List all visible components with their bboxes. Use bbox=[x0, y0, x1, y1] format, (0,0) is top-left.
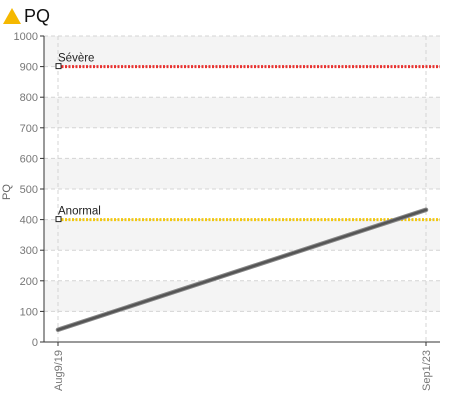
y-tick-label: 700 bbox=[20, 123, 38, 135]
plot-band bbox=[44, 66, 440, 98]
y-tick-label: 900 bbox=[20, 62, 38, 74]
warning-triangle-icon bbox=[2, 7, 22, 25]
y-tick-label: 1000 bbox=[14, 31, 38, 43]
plot-band bbox=[44, 158, 440, 189]
chart-header: PQ bbox=[2, 4, 50, 28]
plot-band bbox=[44, 127, 440, 159]
plot-band bbox=[44, 97, 440, 128]
y-tick-label: 600 bbox=[20, 153, 38, 165]
threshold-marker bbox=[55, 216, 62, 223]
x-tick-label: Sep1/23 bbox=[421, 350, 433, 391]
plot-band bbox=[44, 250, 440, 281]
y-tick-label: 500 bbox=[20, 184, 38, 196]
plot-band bbox=[44, 36, 440, 67]
y-tick-label: 200 bbox=[20, 276, 38, 288]
y-tick-label: 800 bbox=[20, 92, 38, 104]
y-tick-label: 400 bbox=[20, 215, 38, 227]
plot-band bbox=[44, 311, 440, 342]
y-tick-label: 100 bbox=[20, 306, 38, 318]
threshold-label: Sévère bbox=[58, 53, 94, 65]
threshold-label: Anormal bbox=[58, 206, 101, 218]
threshold-marker bbox=[55, 63, 62, 70]
y-axis-label: PQ bbox=[1, 184, 13, 200]
chart-title: PQ bbox=[24, 6, 51, 26]
series-line bbox=[56, 208, 428, 332]
y-tick-label: 0 bbox=[32, 337, 38, 349]
plot-band bbox=[44, 280, 440, 312]
x-tick-label: Aug9/19 bbox=[53, 350, 65, 391]
plot-band bbox=[44, 189, 440, 220]
y-tick-label: 300 bbox=[20, 245, 38, 257]
